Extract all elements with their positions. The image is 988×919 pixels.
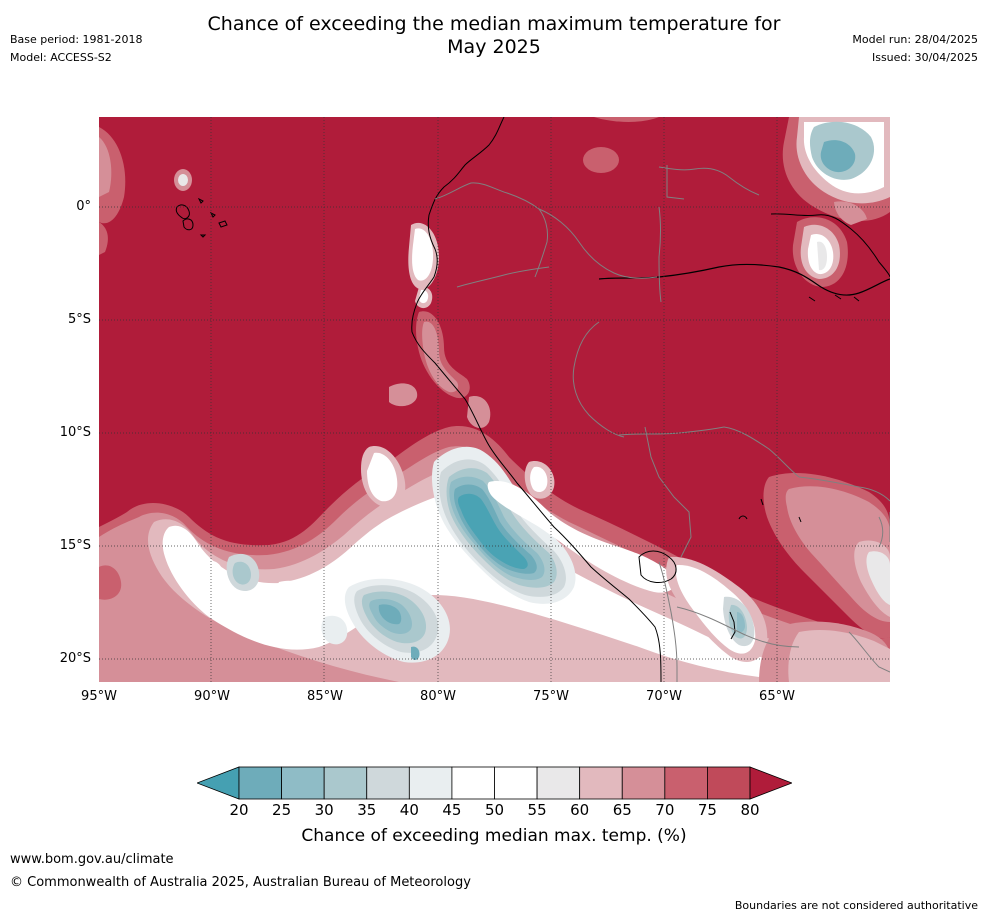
title-line-2: May 2025: [447, 36, 541, 58]
model-name: Model: ACCESS-S2: [10, 51, 112, 64]
website-link[interactable]: www.bom.gov.au/climate: [10, 852, 174, 867]
disclaimer-text: Boundaries are not considered authoritat…: [734, 899, 978, 912]
map-panel: [99, 117, 890, 682]
country-boundaries: [434, 165, 890, 682]
colorbar-tick-label: 25: [272, 801, 292, 819]
colorbar-bin: [408, 766, 453, 800]
colorbar-bin: [494, 766, 538, 800]
colorbar-tick-label: 75: [697, 801, 717, 819]
lon-label-70w: 70°W: [646, 689, 682, 704]
colorbar-graphic: [195, 766, 794, 800]
colorbar-bin: [281, 766, 325, 800]
colorbar-tick-label: 45: [442, 801, 462, 819]
colorbar-bin: [664, 766, 708, 800]
colorbar-bin: [579, 766, 623, 800]
issued-date: Issued: 30/04/2025: [871, 51, 978, 64]
galapagos-islands: [175, 197, 228, 238]
lat-label-10s: 10°S: [59, 425, 91, 440]
lat-label-20s: 20°S: [59, 651, 91, 666]
colorbar-tick-label: 60: [570, 801, 590, 819]
lat-label-0: 0°: [76, 199, 91, 214]
copyright-text: © Commonwealth of Australia 2025, Austra…: [10, 875, 471, 890]
base-period: Base period: 1981-2018: [10, 33, 143, 46]
colorbar-title: Chance of exceeding median max. temp. (%…: [301, 826, 687, 846]
colorbar-tick-label: 50: [484, 801, 505, 819]
anomaly-patches: [99, 117, 890, 682]
lon-label-80w: 80°W: [420, 689, 456, 704]
coastline: [411, 117, 662, 682]
model-run: Model run: 28/04/2025: [852, 33, 978, 46]
lon-label-85w: 85°W: [307, 689, 343, 704]
colorbar-tick-label: 20: [229, 801, 249, 819]
lon-label-75w: 75°W: [533, 689, 569, 704]
colorbar-over-arrow: [749, 766, 794, 800]
header-meta-left: Base period: 1981-2018 Model: ACCESS-S2: [10, 31, 142, 67]
lat-label-5s: 5°S: [67, 312, 91, 327]
colorbar-bin: [536, 766, 581, 800]
colorbar-tick-label: 30: [314, 801, 334, 819]
colorbar-tick-label: 80: [740, 801, 760, 819]
colorbar-tick-label: 40: [399, 801, 419, 819]
lon-label-95w: 95°W: [81, 689, 117, 704]
colorbar-under-arrow: [195, 766, 240, 800]
colorbar-bin: [621, 766, 666, 800]
colorbar: [195, 766, 794, 800]
page-title: Chance of exceeding the median maximum t…: [0, 13, 988, 59]
lon-label-90w: 90°W: [194, 689, 230, 704]
colorbar-tick-label: 65: [612, 801, 632, 819]
map-canvas: [99, 117, 890, 682]
colorbar-bin: [323, 766, 368, 800]
colorbar-bin: [366, 766, 410, 800]
colorbar-tick-label: 35: [357, 801, 377, 819]
lat-label-15s: 15°S: [59, 538, 91, 553]
colorbar-tick-label: 70: [655, 801, 675, 819]
colorbar-bin: [451, 766, 495, 800]
lon-label-65w: 65°W: [759, 689, 795, 704]
colorbar-tick-label: 55: [527, 801, 547, 819]
header-meta-right: Model run: 28/04/2025 Issued: 30/04/2025: [852, 31, 978, 67]
title-line-1: Chance of exceeding the median maximum t…: [207, 13, 781, 35]
gridlines: [99, 117, 890, 682]
colorbar-bin: [707, 766, 751, 800]
colorbar-bin: [238, 766, 282, 800]
